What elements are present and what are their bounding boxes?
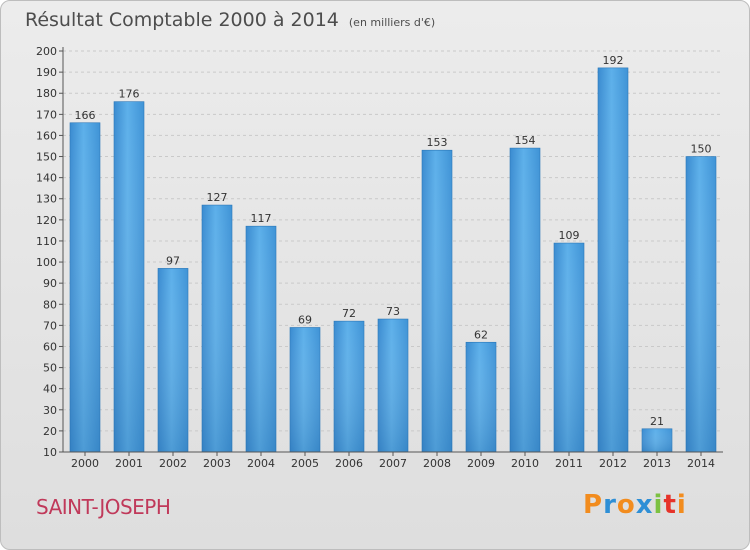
data-label: 176 <box>119 88 140 101</box>
logo-letter: i <box>676 490 687 520</box>
x-tick-label: 2009 <box>467 457 495 470</box>
x-tick-label: 2013 <box>643 457 671 470</box>
data-label: 69 <box>298 313 312 326</box>
y-tick-label: 60 <box>43 340 57 353</box>
y-tick-label: 120 <box>36 214 57 227</box>
data-label: 109 <box>559 229 580 242</box>
x-tick-label: 2006 <box>335 457 363 470</box>
y-tick-label: 110 <box>36 235 57 248</box>
x-tick-label: 2014 <box>687 457 715 470</box>
x-tick-label: 2002 <box>159 457 187 470</box>
commune-name: SAINT-JOSEPH <box>36 495 171 519</box>
y-tick-label: 30 <box>43 404 57 417</box>
y-tick-label: 140 <box>36 172 57 185</box>
logo-letter: o <box>616 490 636 520</box>
bar-shade <box>158 268 188 452</box>
x-tick-label: 2003 <box>203 457 231 470</box>
bar-shade <box>510 148 540 452</box>
x-tick-label: 2000 <box>71 457 99 470</box>
x-tick-label: 2001 <box>115 457 143 470</box>
proxiti-logo: Proxiti <box>583 490 687 520</box>
bar-shade <box>246 226 276 452</box>
bar-shade <box>466 342 496 452</box>
y-tick-label: 170 <box>36 108 57 121</box>
data-label: 166 <box>75 109 96 122</box>
x-tick-label: 2005 <box>291 457 319 470</box>
y-tick-label: 160 <box>36 129 57 142</box>
data-label: 127 <box>207 191 228 204</box>
y-tick-label: 130 <box>36 193 57 206</box>
logo-letter: x <box>635 490 654 520</box>
y-tick-label: 10 <box>43 446 57 459</box>
data-label: 150 <box>691 143 712 156</box>
y-tick-label: 40 <box>43 383 57 396</box>
x-tick-label: 2012 <box>599 457 627 470</box>
bar-shade <box>598 67 628 452</box>
logo-letter: P <box>583 490 604 520</box>
chart-title-text: Résultat Comptable 2000 à 2014 <box>25 9 339 31</box>
bar-shade <box>554 243 584 452</box>
bar-shade <box>70 122 100 452</box>
x-tick-label: 2010 <box>511 457 539 470</box>
chart-unit: (en milliers d'€) <box>348 16 436 29</box>
bar-shade <box>202 205 232 452</box>
y-tick-label: 90 <box>43 277 57 290</box>
logo-letter: t <box>663 490 677 520</box>
data-label: 154 <box>515 134 536 147</box>
y-tick-label: 190 <box>36 66 57 79</box>
x-tick-label: 2007 <box>379 457 407 470</box>
bar-shade <box>422 150 452 452</box>
data-label: 153 <box>427 136 448 149</box>
bar-shade <box>334 321 364 452</box>
bar-shade <box>114 101 144 452</box>
y-tick-label: 70 <box>43 319 57 332</box>
y-tick-label: 180 <box>36 87 57 100</box>
data-label: 117 <box>251 212 272 225</box>
data-label: 72 <box>342 307 356 320</box>
y-tick-label: 20 <box>43 425 57 438</box>
logo-letter: i <box>653 490 664 520</box>
data-label: 21 <box>650 415 664 428</box>
logo-letter: r <box>603 490 617 520</box>
bar-shade <box>686 156 716 453</box>
y-tick-label: 200 <box>36 45 57 58</box>
chart-title: Résultat Comptable 2000 à 2014 (en millie… <box>25 9 435 31</box>
x-tick-label: 2004 <box>247 457 275 470</box>
x-tick-label: 2011 <box>555 457 583 470</box>
bar-shade <box>642 428 672 452</box>
y-tick-label: 100 <box>36 256 57 269</box>
data-label: 192 <box>603 54 624 67</box>
y-tick-label: 50 <box>43 362 57 375</box>
data-label: 73 <box>386 305 400 318</box>
bar-shade <box>378 319 408 452</box>
data-label: 62 <box>474 328 488 341</box>
bar-shade <box>290 327 320 452</box>
data-label: 97 <box>166 254 180 267</box>
y-tick-label: 80 <box>43 298 57 311</box>
x-tick-label: 2008 <box>423 457 451 470</box>
y-tick-label: 150 <box>36 151 57 164</box>
